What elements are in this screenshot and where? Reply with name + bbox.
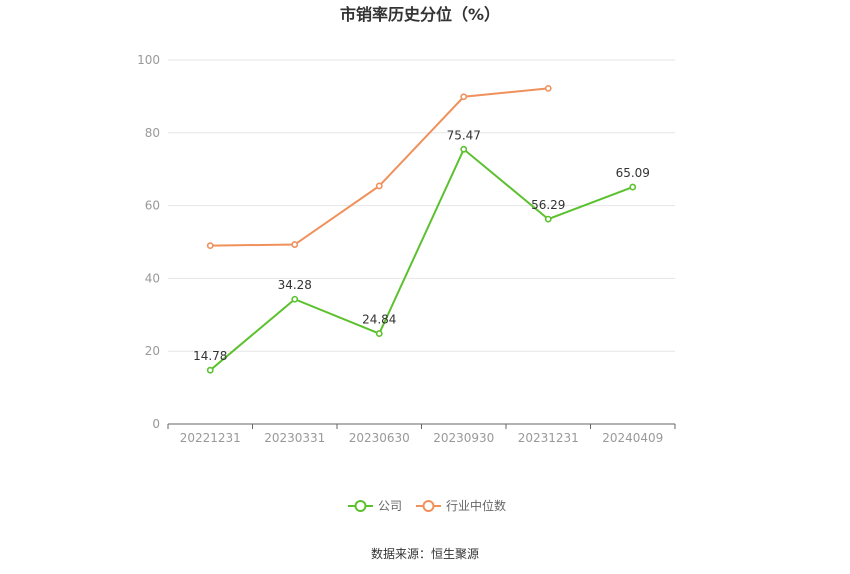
data-point[interactable]: [206, 366, 214, 374]
y-axis: 0 20 40 60 80 100: [137, 53, 160, 431]
data-label: 75.47: [447, 128, 481, 142]
data-point[interactable]: [206, 242, 214, 250]
series-line: [209, 147, 634, 371]
data-point[interactable]: [291, 241, 299, 248]
data-point[interactable]: [460, 145, 468, 153]
grid: [168, 59, 675, 352]
y-tick-label: 60: [145, 199, 160, 213]
data-point[interactable]: [460, 93, 468, 101]
x-tick-label: 20240409: [602, 431, 663, 445]
x-tick-label: 20230630: [349, 431, 410, 445]
chart-title: 市销率历史分位（%）: [340, 5, 500, 24]
data-point[interactable]: [544, 215, 552, 223]
legend-item-0[interactable]: 公司: [348, 499, 402, 513]
y-tick-label: 100: [137, 53, 160, 67]
y-tick-label: 20: [145, 344, 160, 358]
data-label: 65.09: [616, 166, 650, 180]
series-layer: 14.78 34.28 24.84 75.47 56.29 65.09: [193, 84, 650, 374]
series-line: [210, 87, 549, 247]
y-tick-label: 80: [145, 126, 160, 140]
data-point[interactable]: [291, 295, 299, 303]
legend-item-1[interactable]: 行业中位数: [416, 498, 506, 513]
x-tick-label: 20221231: [180, 431, 241, 445]
legend-marker: [354, 500, 367, 512]
y-tick-label: 0: [152, 417, 160, 431]
x-tick-label: 20230331: [264, 431, 325, 445]
x-axis: 20221231 20230331 20230630 20230930 20231231…: [167, 423, 676, 445]
series-1: [206, 84, 552, 250]
series-0: 14.78 34.28 24.84 75.47 56.29 65.09: [193, 128, 650, 374]
data-point[interactable]: [375, 330, 383, 337]
legend-marker: [422, 500, 435, 512]
data-label: 14.78: [193, 349, 227, 363]
legend[interactable]: 公司 行业中位数: [348, 498, 506, 513]
data-label: 24.84: [362, 313, 396, 327]
data-point[interactable]: [544, 84, 552, 92]
y-tick-label: 40: [145, 271, 160, 285]
x-tick-label: 20230930: [433, 431, 494, 445]
data-point[interactable]: [375, 182, 383, 190]
source-note: 数据来源：恒生聚源: [371, 546, 479, 561]
data-label: 34.28: [278, 278, 312, 292]
x-tick-label: 20231231: [518, 431, 579, 445]
legend-label: 公司: [378, 499, 402, 513]
data-label: 56.29: [531, 198, 565, 212]
data-point[interactable]: [629, 183, 637, 191]
legend-label: 行业中位数: [446, 498, 506, 513]
